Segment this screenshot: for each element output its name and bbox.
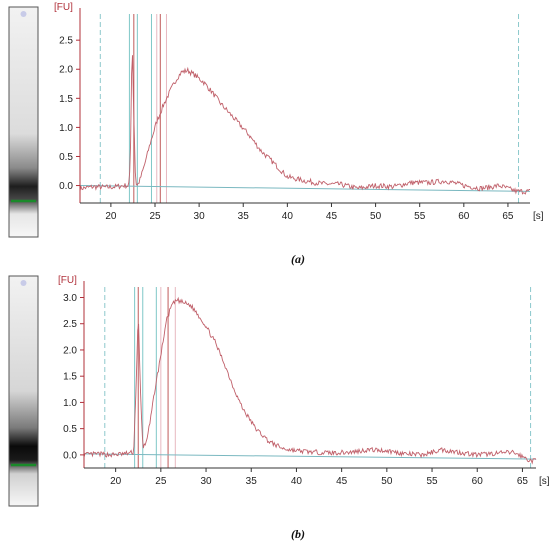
x-tick-label: 40 — [291, 476, 303, 487]
y-tick-label: 1.0 — [59, 123, 73, 134]
y-tick-label: 1.5 — [63, 372, 77, 383]
x-tick-label: 50 — [381, 476, 393, 487]
x-tick-label: 50 — [370, 211, 382, 222]
baseline-line — [79, 185, 531, 192]
y-tick-label: 2.0 — [59, 65, 73, 76]
x-tick-label: 30 — [194, 211, 206, 222]
x-axis-unit: [s] — [539, 476, 550, 487]
x-tick-label: 35 — [238, 211, 250, 222]
y-tick-label: 0.0 — [63, 450, 77, 461]
y-tick-label: 2.5 — [59, 36, 73, 47]
baseline-line — [83, 453, 537, 460]
y-tick-label: 2.5 — [63, 319, 77, 330]
x-axis-unit: [s] — [533, 211, 544, 222]
gel-lane-a — [8, 6, 39, 238]
x-tick-label: 35 — [246, 476, 258, 487]
x-tick-label: 45 — [326, 211, 338, 222]
x-tick-label: 60 — [472, 476, 484, 487]
x-tick-label: 65 — [502, 211, 514, 222]
fluorescence-trace — [83, 296, 537, 465]
electropherogram-a: 0.0 0.5 1.0 1.5 2.0 2.5 20 25 30 35 40 45 50 55 60 65 [F… — [54, 2, 544, 222]
y-axis-unit: [FU] — [58, 275, 77, 286]
gel-lane-b — [8, 275, 39, 507]
electropherogram-b: 0.0 0.5 1.0 1.5 2.0 2.5 3.0 20 25 30 35 40 45 50 55 60 6… — [58, 275, 550, 487]
y-axis-unit: [FU] — [54, 2, 73, 13]
x-tick-label: 55 — [414, 211, 426, 222]
y-tick-label: 0.5 — [63, 424, 77, 435]
lane-well-icon — [20, 11, 27, 17]
x-tick-label: 65 — [517, 476, 529, 487]
caption-a: (a) — [291, 252, 305, 266]
fluorescence-trace — [79, 55, 530, 195]
caption-b: (b) — [291, 527, 305, 541]
y-tick-label: 1.0 — [63, 398, 77, 409]
x-tick-label: 25 — [149, 211, 161, 222]
lane-well-icon — [20, 280, 27, 286]
x-tick-label: 30 — [200, 476, 212, 487]
y-tick-label: 0.5 — [59, 152, 73, 163]
x-tick-label: 20 — [105, 211, 117, 222]
y-tick-label: 0.0 — [59, 181, 73, 192]
x-tick-label: 20 — [110, 476, 122, 487]
x-tick-label: 45 — [336, 476, 348, 487]
x-tick-label: 60 — [458, 211, 470, 222]
x-tick-label: 40 — [282, 211, 294, 222]
y-tick-label: 2.0 — [63, 345, 77, 356]
y-tick-label: 1.5 — [59, 94, 73, 105]
y-tick-label: 3.0 — [63, 293, 77, 304]
x-tick-label: 25 — [155, 476, 167, 487]
x-tick-label: 55 — [426, 476, 438, 487]
